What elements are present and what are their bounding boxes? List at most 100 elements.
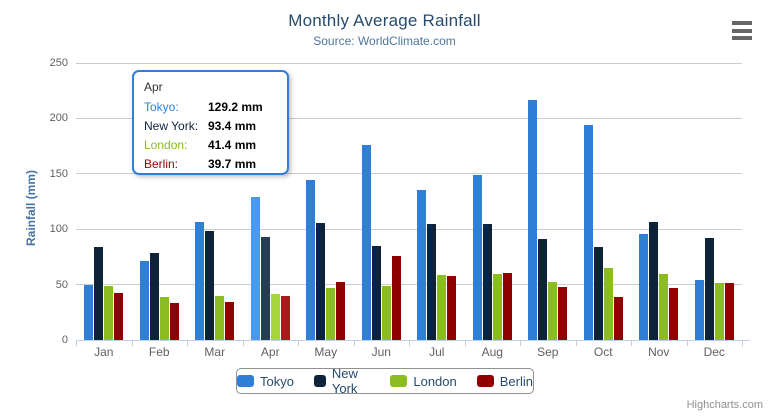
- column-bar-new-york[interactable]: [704, 238, 714, 340]
- chart-subtitle: Source: WorldClimate.com: [313, 34, 456, 48]
- legend-item-label: Tokyo: [260, 373, 294, 389]
- column-bar-london[interactable]: [270, 294, 280, 340]
- hamburger-icon: [732, 21, 752, 25]
- tooltip-series-value: 41.4 mm: [208, 138, 257, 152]
- gridline: [76, 284, 742, 286]
- x-axis-tick: [131, 341, 133, 346]
- column-bar-tokyo[interactable]: [528, 100, 538, 340]
- legend-item-tokyo[interactable]: Tokyo: [237, 374, 294, 389]
- column-bar-berlin[interactable]: [613, 297, 623, 340]
- column-bar-tokyo[interactable]: [639, 234, 649, 340]
- x-axis-label: Feb: [148, 345, 170, 359]
- column-bar-new-york[interactable]: [149, 253, 159, 340]
- column-bar-new-york[interactable]: [482, 224, 492, 340]
- column-bar-tokyo[interactable]: [250, 197, 260, 340]
- column-bar-berlin[interactable]: [447, 276, 457, 340]
- column-bar-new-york[interactable]: [427, 224, 437, 340]
- x-axis-label: Sep: [537, 345, 559, 359]
- column-bar-tokyo[interactable]: [583, 125, 593, 340]
- column-bar-new-york[interactable]: [94, 247, 104, 340]
- gridline: [76, 62, 742, 64]
- legend: Tokyo New York London Berlin: [236, 366, 534, 396]
- x-axis-tick: [187, 341, 188, 346]
- x-axis-label: Jul: [429, 345, 445, 359]
- x-axis-tick: [298, 341, 299, 346]
- column-bar-tokyo[interactable]: [417, 190, 427, 340]
- column-bar-new-york[interactable]: [205, 231, 215, 340]
- x-axis-label: Mar: [204, 345, 226, 359]
- column-bar-new-york[interactable]: [316, 223, 326, 340]
- x-axis-tick: [353, 341, 355, 346]
- column-bar-new-york[interactable]: [260, 237, 270, 340]
- y-axis-label: 0: [61, 334, 68, 346]
- y-axis-label: 200: [49, 112, 68, 125]
- column-bar-berlin[interactable]: [280, 296, 290, 340]
- tooltip: Apr Tokyo: 129.2 mm New York: 93.4 mm Lo…: [132, 70, 289, 175]
- column-bar-tokyo[interactable]: [139, 261, 149, 340]
- tooltip-series-value: 93.4 mm: [208, 119, 257, 133]
- column-bar-berlin[interactable]: [169, 303, 179, 340]
- legend-item-label: London: [413, 373, 457, 389]
- legend-item-label: Berlin: [499, 373, 533, 389]
- legend-item-london[interactable]: London: [390, 373, 457, 389]
- column-bar-new-york[interactable]: [538, 239, 548, 340]
- column-bar-tokyo[interactable]: [306, 180, 316, 340]
- x-axis-tick: [464, 341, 466, 346]
- x-axis-tick: [742, 341, 743, 346]
- tooltip-series-label: Tokyo:: [144, 100, 179, 114]
- column-bar-berlin[interactable]: [502, 273, 512, 340]
- column-bar-new-york[interactable]: [649, 222, 659, 340]
- tooltip-series-value: 129.2 mm: [208, 100, 263, 114]
- column-bar-tokyo[interactable]: [694, 280, 704, 340]
- tooltip-row: Tokyo: 129.2 mm: [144, 98, 277, 117]
- y-axis-label: 250: [49, 57, 68, 69]
- tooltip-series-label: Berlin:: [144, 157, 179, 171]
- column-bar-berlin[interactable]: [225, 302, 235, 340]
- tooltip-row: London: 41.4 mm: [144, 136, 277, 155]
- column-bar-berlin[interactable]: [114, 293, 124, 340]
- y-axis-label: 50: [55, 278, 68, 291]
- highcharts-credit-link[interactable]: Highcharts.com: [686, 399, 763, 411]
- x-axis-label: Nov: [648, 345, 670, 359]
- legend-item-new-york[interactable]: New York: [313, 366, 370, 396]
- tooltip-series-label: London:: [144, 138, 188, 152]
- legend-item-berlin[interactable]: Berlin: [476, 373, 533, 389]
- series-color-swatch-icon: [476, 375, 494, 387]
- gridline: [76, 117, 742, 119]
- column-bar-tokyo[interactable]: [472, 175, 482, 340]
- x-axis-tick: [76, 341, 77, 346]
- legend-item-label: New York: [331, 366, 358, 396]
- x-axis-tick: [631, 341, 632, 346]
- column-bar-london[interactable]: [381, 286, 391, 340]
- column-bar-new-york[interactable]: [593, 247, 603, 340]
- column-bar-london[interactable]: [659, 274, 669, 340]
- column-bar-london[interactable]: [215, 296, 225, 340]
- gridline: [76, 228, 742, 230]
- column-bar-london[interactable]: [326, 288, 336, 340]
- column-bar-berlin[interactable]: [336, 282, 346, 340]
- column-bar-berlin[interactable]: [558, 287, 568, 340]
- column-bar-berlin[interactable]: [669, 288, 679, 340]
- column-bar-london[interactable]: [437, 275, 447, 340]
- column-bar-london[interactable]: [159, 297, 169, 340]
- column-bar-london[interactable]: [492, 274, 502, 340]
- x-axis-line: [76, 340, 750, 341]
- tooltip-series-value: 39.7 mm: [208, 157, 257, 171]
- column-bar-tokyo[interactable]: [361, 145, 371, 340]
- column-bar-tokyo[interactable]: [84, 285, 94, 340]
- column-bar-london[interactable]: [104, 286, 114, 340]
- column-bar-london[interactable]: [603, 268, 613, 340]
- column-bar-london[interactable]: [548, 282, 558, 340]
- column-bar-london[interactable]: [714, 283, 724, 340]
- hamburger-icon: [732, 36, 752, 40]
- column-bar-tokyo[interactable]: [195, 222, 205, 340]
- x-axis-tick: [242, 341, 244, 346]
- column-bar-berlin[interactable]: [724, 283, 734, 340]
- x-axis-label: Dec: [703, 345, 725, 359]
- column-bar-berlin[interactable]: [391, 256, 401, 340]
- tooltip-header: Apr: [144, 80, 163, 94]
- series-color-swatch-icon: [313, 375, 326, 387]
- export-menu-button[interactable]: [731, 20, 753, 41]
- column-bar-new-york[interactable]: [371, 246, 381, 340]
